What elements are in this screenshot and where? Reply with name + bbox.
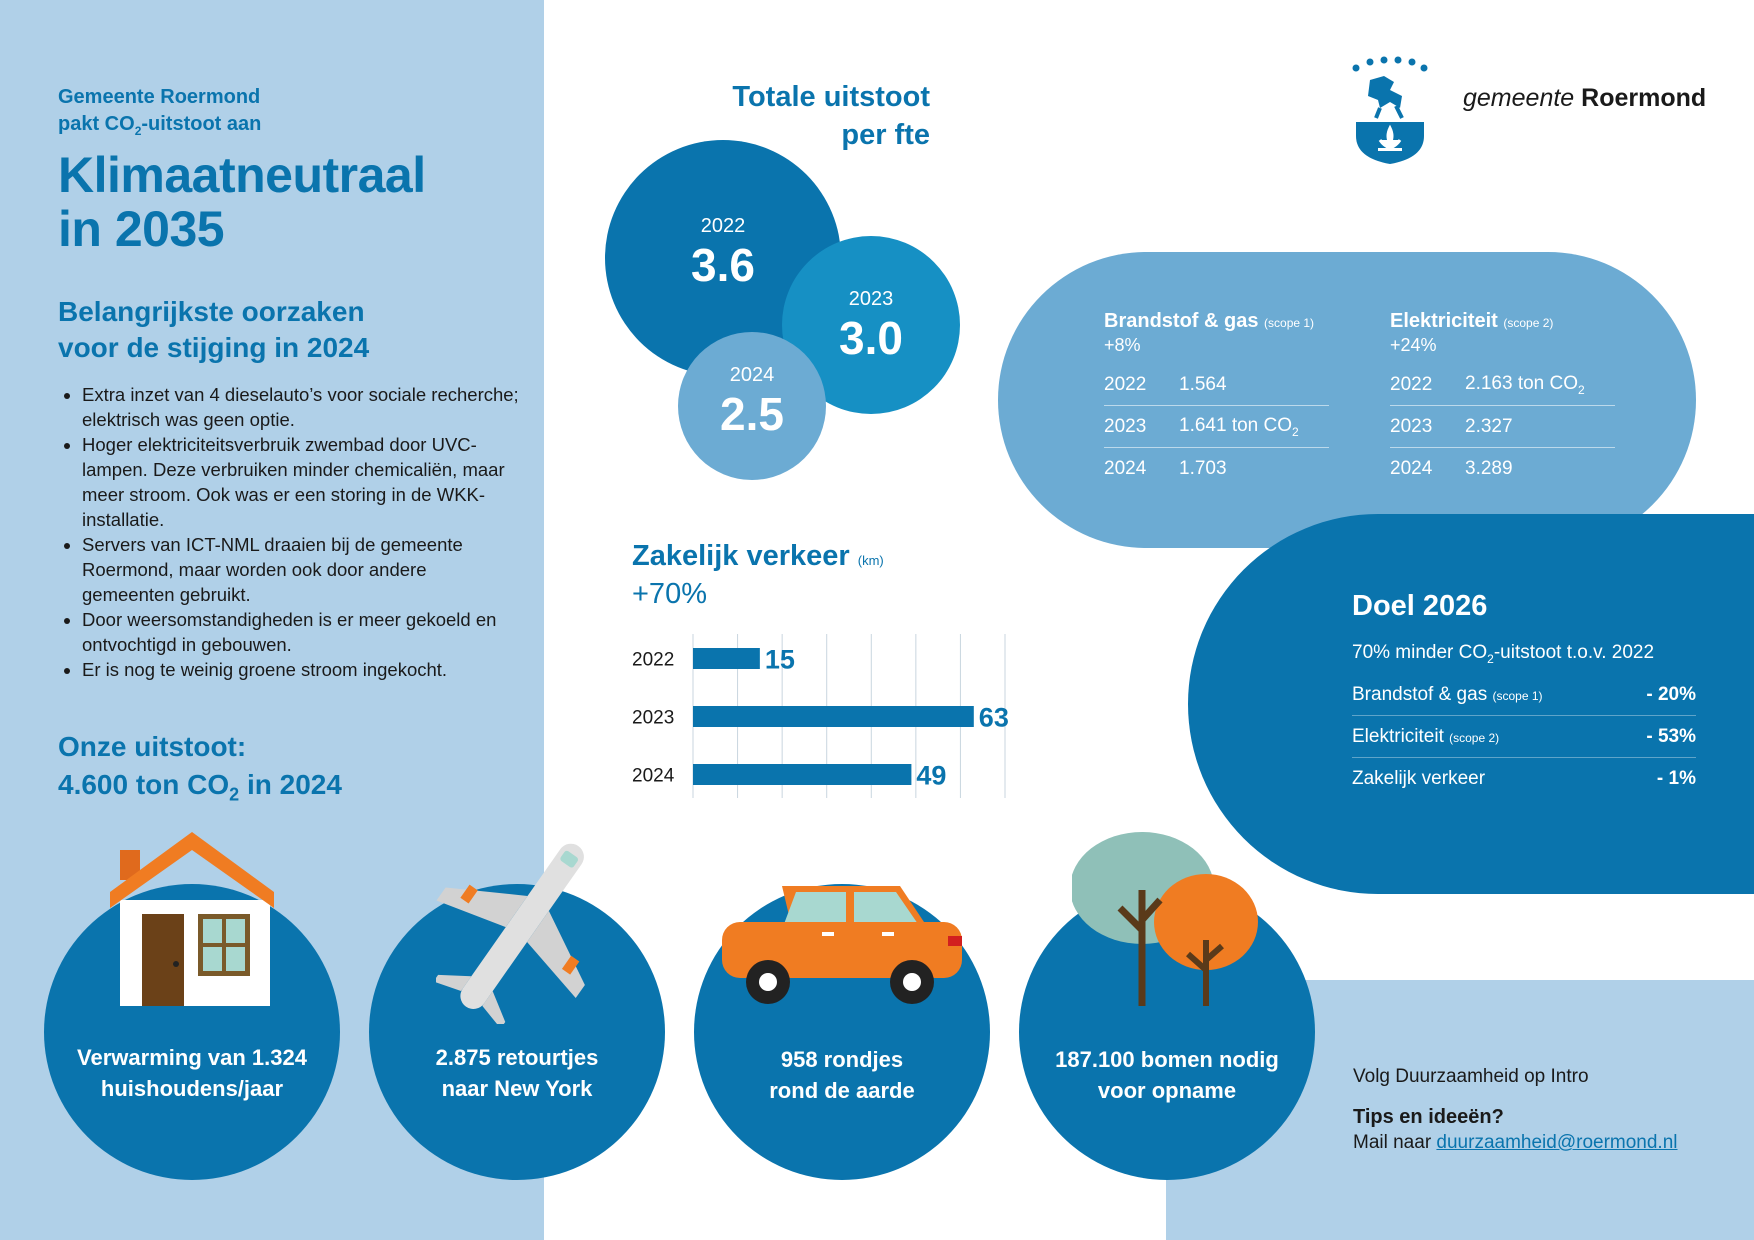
data-label: 49 xyxy=(916,761,946,791)
logo-text: gemeente Roermond xyxy=(1463,84,1707,112)
table-row: 2023 2.327 xyxy=(1390,406,1615,448)
house-icon xyxy=(110,832,274,1006)
table-row: Brandstof & gas (scope 1) - 20% xyxy=(1352,674,1696,716)
airplane-icon xyxy=(436,843,585,1024)
tips-heading: Tips en ideeën? xyxy=(1353,1106,1504,1128)
bar xyxy=(693,764,912,785)
mail-line: Mail naar duurzaamheid@roermond.nl xyxy=(1353,1132,1678,1153)
causes-list: Extra inzet van 4 dieselauto’s voor soci… xyxy=(58,382,522,682)
causes-title: Belangrijkste oorzaken voor de stijging … xyxy=(58,296,370,363)
table-row: 2023 1.641 ton CO2 xyxy=(1104,406,1329,448)
data-label: 15 xyxy=(765,645,795,675)
bubble-2024: 2024 2.5 xyxy=(678,332,826,480)
circle-label-trees: 187.100 bomen nodig voor opname xyxy=(1055,1047,1279,1103)
car-icon xyxy=(722,886,962,1004)
follow-text: Volg Duurzaamheid op Intro xyxy=(1353,1066,1589,1087)
list-item: Servers van ICT-NML draaien bij de gemee… xyxy=(82,532,522,607)
traffic-pct: +70% xyxy=(632,578,707,610)
table-row: Zakelijk verkeer - 1% xyxy=(1352,767,1696,789)
circle-label-flights: 2.875 retourtjes naar New York xyxy=(435,1045,599,1101)
category-label: 2024 xyxy=(632,766,675,787)
table-row: 2022 1.564 xyxy=(1104,364,1329,406)
goal-title: Doel 2026 xyxy=(1352,590,1488,622)
scope1-column: Brandstof & gas (scope 1) +8% 2022 1.564 … xyxy=(1104,310,1329,489)
table-row: Elektriciteit (scope 2) - 53% xyxy=(1352,716,1696,758)
scope2-column: Elektriciteit (scope 2) +24% 2022 2.163 t… xyxy=(1390,310,1615,489)
total-emissions: Onze uitstoot: 4.600 ton CO2 in 2024 xyxy=(58,731,342,805)
intro-text: Gemeente Roermond pakt CO2-uitstoot aan xyxy=(58,86,262,138)
bar xyxy=(693,706,974,727)
bar xyxy=(693,648,760,669)
table-row: 2024 3.289 xyxy=(1390,457,1513,479)
email-link[interactable]: duurzaamheid@roermond.nl xyxy=(1436,1132,1678,1153)
list-item: Er is nog te weinig groene stroom ingeko… xyxy=(82,657,522,682)
trees-icon xyxy=(1072,832,1258,1006)
table-row: 2022 2.163 ton CO2 xyxy=(1390,364,1615,406)
goal-subtitle: 70% minder CO2-uitstoot t.o.v. 2022 xyxy=(1352,642,1655,666)
roermond-crest-icon xyxy=(1352,56,1428,164)
category-label: 2022 xyxy=(632,650,674,671)
table-row: 2024 1.703 xyxy=(1104,457,1227,479)
scope-pill: Brandstof & gas (scope 1) +8% 2022 1.564 … xyxy=(998,252,1696,548)
list-item: Door weersomstandigheden is er meer geko… xyxy=(82,607,522,657)
list-item: Hoger elektriciteitsverbruik zwembad doo… xyxy=(82,432,522,532)
goal-panel: Doel 2026 70% minder CO2-uitstoot t.o.v.… xyxy=(1188,514,1754,894)
circle-label-car: 958 rondjes rond de aarde xyxy=(769,1047,915,1103)
data-label: 63 xyxy=(979,703,1009,733)
circle-label-heating: Verwarming van 1.324 huishoudens/jaar xyxy=(77,1045,307,1101)
page-title: Klimaatneutraal in 2035 xyxy=(58,147,426,257)
category-label: 2023 xyxy=(632,708,674,729)
traffic-bar-chart: 2022 15 2023 63 2024 49 xyxy=(632,634,1009,798)
list-item: Extra inzet van 4 dieselauto’s voor soci… xyxy=(82,382,522,432)
per-fte-title: Totale uitstoot per fte xyxy=(732,81,930,151)
traffic-title: Zakelijk verkeer (km) xyxy=(632,540,884,572)
